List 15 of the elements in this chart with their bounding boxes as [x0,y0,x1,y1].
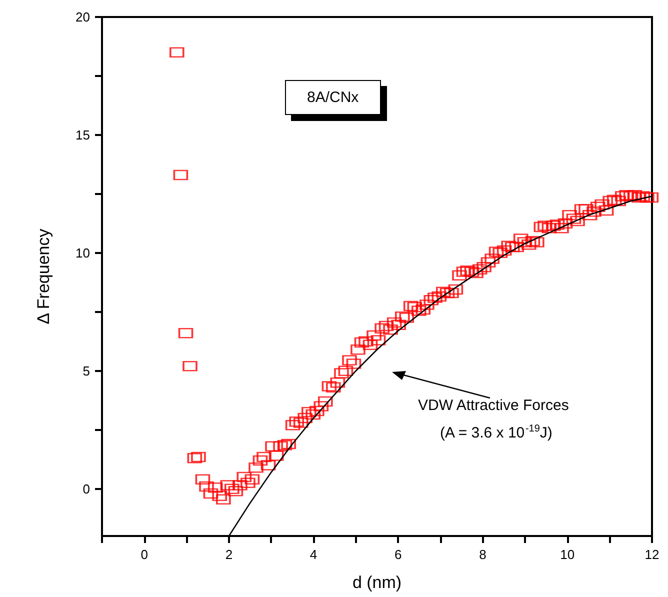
y-tick-label: 5 [82,363,90,378]
x-tick-label: 2 [225,547,233,562]
x-tick-label: 4 [310,547,318,562]
x-axis-title: d (nm) [352,573,402,592]
y-tick-label: 15 [76,127,90,142]
y-axis-title: Δ Frequency [34,228,53,324]
x-tick-label: 0 [140,547,148,562]
x-tick-label: 8 [479,547,486,562]
y-tick-label: 10 [76,245,90,260]
x-tick-label: 6 [394,547,402,562]
x-tick-label: 10 [560,547,575,562]
y-tick-label: 20 [76,10,90,24]
x-tick-label: 12 [644,547,660,562]
y-tick-label: 0 [82,481,90,496]
text: 8A/CNx [307,89,360,106]
